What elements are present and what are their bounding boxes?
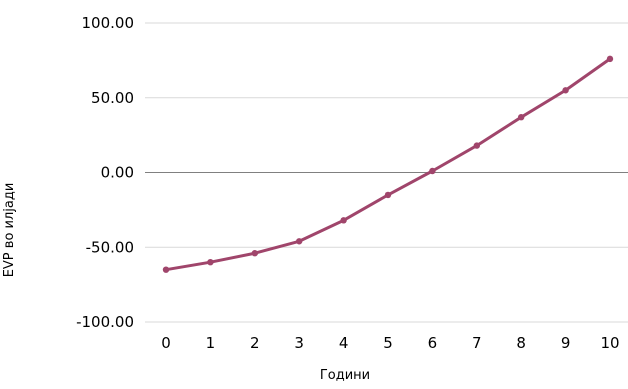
x-tick-label: 3 [294,334,304,352]
x-axis-tick-labels: 0 1 2 3 4 5 6 7 8 9 10 [161,334,619,352]
x-tick-label: 0 [161,334,171,352]
data-point [562,87,569,94]
data-point [473,142,480,149]
x-tick-label: 10 [600,334,619,352]
data-point [207,259,214,266]
data-point [606,55,614,63]
x-tick-label: 1 [206,334,216,352]
data-point [518,113,525,121]
series-layer [162,55,614,273]
data-point [162,266,170,273]
data-point [340,217,347,224]
y-tick-label: 100.00 [82,14,135,32]
x-axis-title: Години [320,368,370,383]
x-tick-label: 6 [428,334,438,352]
x-tick-label: 5 [383,334,393,352]
y-tick-label: 0.00 [101,164,134,182]
y-axis-title: EVP во илјади [2,183,17,278]
y-tick-label: 50.00 [91,89,134,107]
x-tick-label: 4 [339,334,349,352]
y-tick-label: -50.00 [86,238,134,256]
x-tick-label: 8 [516,334,526,352]
data-point [296,238,303,245]
x-tick-label: 2 [250,334,260,352]
x-tick-label: 9 [561,334,571,352]
data-point [251,250,258,257]
series-line [164,57,612,272]
data-point [429,167,436,175]
y-tick-label: -100.00 [76,313,134,331]
y-axis-tick-labels: 100.00 50.00 0.00 -50.00 -100.00 [76,14,134,331]
x-tick-label: 7 [472,334,482,352]
gridlines [145,22,628,323]
data-point [384,191,392,199]
